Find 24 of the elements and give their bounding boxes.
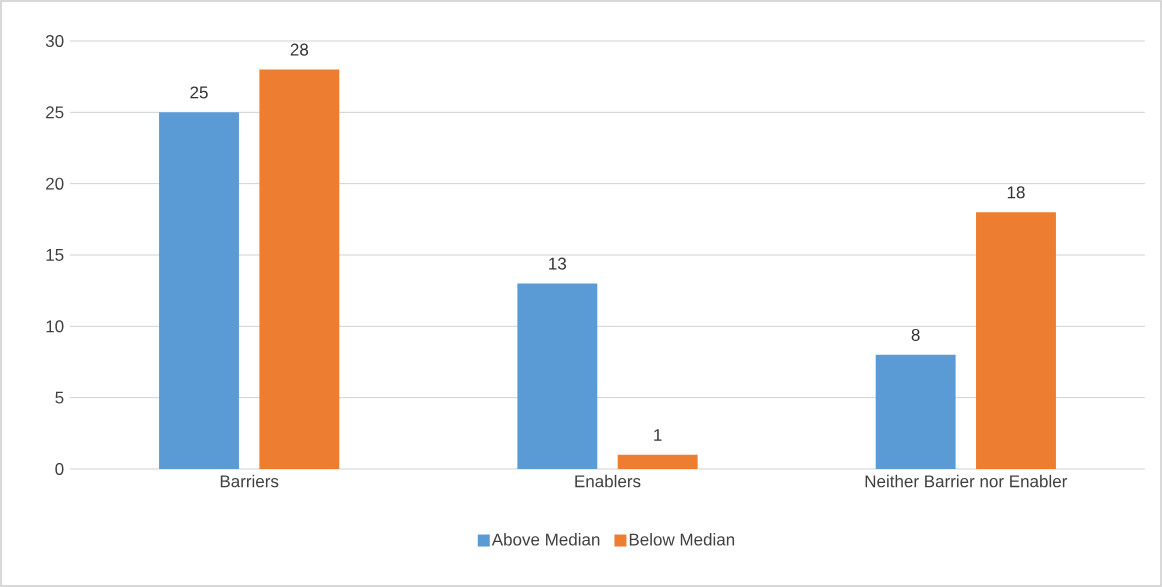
y-tick-label: 30 xyxy=(45,34,64,48)
y-tick-label: 15 xyxy=(46,249,64,261)
bar xyxy=(875,354,956,469)
data-label: 25 xyxy=(190,86,208,99)
legend-label: Below Median xyxy=(629,533,735,546)
data-label: 1 xyxy=(654,429,662,441)
x-tick-label: Enablers xyxy=(575,474,641,488)
x-tick-label: Barriers xyxy=(220,474,279,488)
bar xyxy=(976,212,1056,469)
y-tick-label: 0 xyxy=(55,462,64,476)
y-tick-label: 25 xyxy=(46,106,64,119)
bar xyxy=(617,454,698,469)
legend-label: Above Median xyxy=(491,533,600,546)
x-tick-label: Neither Barrier nor Enabler xyxy=(865,474,1068,488)
y-tick-label: 5 xyxy=(55,391,64,404)
bar xyxy=(259,69,340,469)
bar xyxy=(159,112,239,469)
y-tick-label: 20 xyxy=(46,177,64,190)
bar xyxy=(517,283,598,469)
data-label: 18 xyxy=(1007,186,1025,199)
data-label: 28 xyxy=(290,43,309,56)
y-tick-label: 10 xyxy=(46,320,64,333)
data-label: 13 xyxy=(549,257,567,270)
data-label: 8 xyxy=(911,328,920,341)
